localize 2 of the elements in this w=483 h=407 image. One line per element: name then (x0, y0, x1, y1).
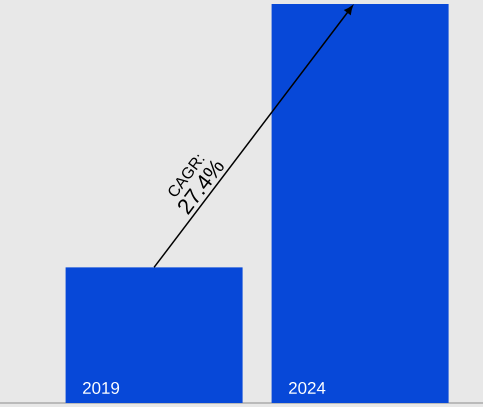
x-tick-label: 2019 (83, 382, 120, 394)
x-tick-label: 2024 (289, 382, 326, 394)
